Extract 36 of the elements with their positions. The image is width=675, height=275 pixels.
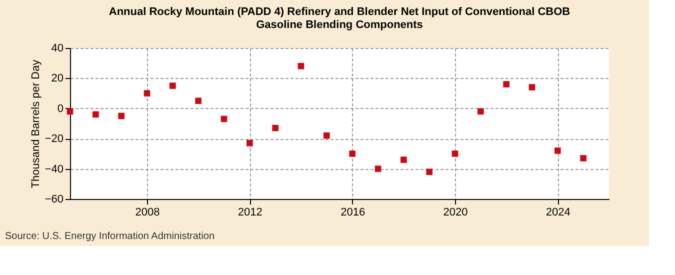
x-tick-label: 2012 (238, 206, 262, 218)
x-tick-label: 2024 (546, 206, 570, 218)
point (478, 108, 484, 115)
x-tick-label: 2020 (443, 206, 468, 218)
x-tick-label: 2008 (135, 206, 160, 218)
point (298, 62, 304, 70)
source-note: Source: U.S. Energy Information Administration (5, 231, 215, 242)
point (426, 168, 432, 175)
y-axis-title: Thousand Barrels per Day (30, 59, 42, 188)
text: Annual Rocky Mountain (PADD 4) Refinery and Blender Net Input of Conventional CBOB (108, 6, 570, 18)
point (144, 90, 150, 96)
point (272, 124, 278, 132)
point (503, 81, 510, 88)
y-tick-label: −60 (44, 194, 64, 206)
x-tick-label: 2016 (340, 206, 366, 218)
point (92, 111, 99, 118)
point (195, 98, 202, 104)
point (400, 156, 407, 163)
point (580, 155, 586, 162)
text: Gasoline Blending Components (256, 19, 423, 31)
point (528, 84, 536, 90)
y-tick-label: 0 (57, 102, 64, 115)
point (118, 112, 124, 120)
point (324, 132, 330, 139)
y-tick-label: 40 (51, 42, 64, 54)
point (452, 150, 458, 157)
point (349, 150, 356, 157)
point (554, 148, 561, 154)
point (374, 166, 382, 172)
y-tick-label: −20 (44, 133, 64, 146)
point (170, 82, 176, 89)
y-tick-label: −40 (44, 163, 64, 176)
y-tick-label: 20 (51, 72, 64, 85)
point (246, 140, 253, 146)
point (220, 116, 228, 122)
point (66, 108, 74, 115)
